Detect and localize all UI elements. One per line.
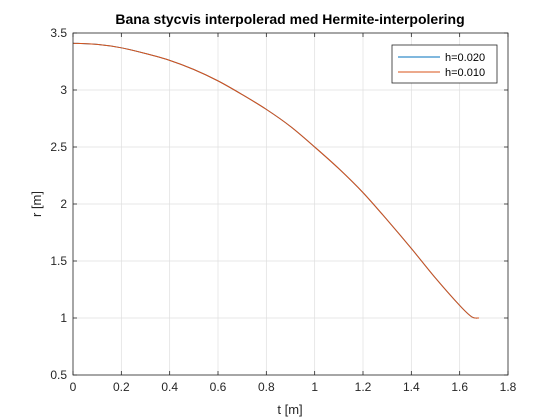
series-layer <box>72 42 480 319</box>
y-tick-label: 2 <box>60 197 67 211</box>
x-tick-label: 1.4 <box>403 380 420 394</box>
legend-box <box>391 44 498 84</box>
x-tick-label: 0.8 <box>258 380 275 394</box>
y-tick-label: 3.5 <box>50 26 67 40</box>
y-tick-label: 2.5 <box>50 140 67 154</box>
y-tick-label: 1.5 <box>50 254 67 268</box>
y-tick-label: 3 <box>60 83 67 97</box>
x-tick-label: 0.4 <box>161 380 178 394</box>
x-tick-label: 1 <box>311 380 318 394</box>
legend: h=0.020 h=0.010 <box>391 44 498 84</box>
x-tick-label: 1.8 <box>500 380 517 394</box>
x-axis-label: t [m] <box>277 402 302 417</box>
x-tick-label: 0.6 <box>210 380 227 394</box>
legend-label-h010: h=0.010 <box>445 67 485 79</box>
y-tick-label: 0.5 <box>50 368 67 382</box>
ticks: 0 0.2 0.4 0.6 0.8 1 1.2 1.4 1.6 1.8 0.5 1 1.5 2 2.5 3 3.… <box>50 26 516 394</box>
series-line-h0010 <box>72 42 480 319</box>
x-tick-label: 0.2 <box>113 380 130 394</box>
legend-label-h020: h=0.020 <box>445 52 485 64</box>
y-tick-label: 1 <box>60 311 67 325</box>
x-tick-label: 1.2 <box>355 380 372 394</box>
y-axis-label: r [m] <box>29 191 44 217</box>
chart-title: Bana stycvis interpolerad med Hermite-in… <box>115 11 464 27</box>
x-tick-label: 1.6 <box>451 380 468 394</box>
x-tick-label: 0 <box>70 380 77 394</box>
